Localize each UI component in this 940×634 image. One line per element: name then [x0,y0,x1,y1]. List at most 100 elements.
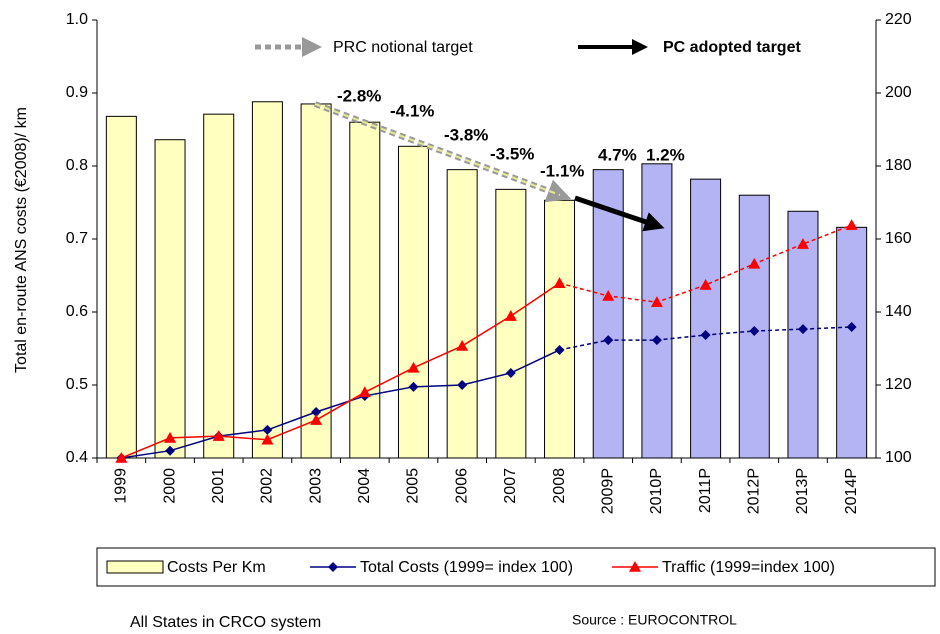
legend-swatch [106,560,164,574]
x-tick-label: 2009P [599,468,616,514]
bar [690,178,722,459]
footer-right: Source : EUROCONTROL [572,612,737,628]
series-line [121,349,560,459]
bar [105,115,137,459]
y-tick-label: 0.6 [66,303,88,320]
x-tick-label: 2000 [161,468,178,504]
point [310,414,323,425]
point [165,445,176,456]
y2-tick-label: 220 [885,11,912,28]
point [651,335,662,346]
bar [446,169,478,459]
point [504,310,517,321]
point [845,219,858,230]
annotation: 1.2% [646,145,685,164]
y2-tick-label: 180 [885,157,912,174]
bar [641,163,673,459]
point [358,386,371,398]
point [115,452,128,463]
point [748,257,761,269]
point [408,381,419,392]
point [261,433,274,445]
point [262,424,273,435]
x-tick-label: 1999 [113,468,130,504]
x-tick-label: 2013P [794,468,811,514]
y2-tick-label: 100 [885,449,912,466]
x-tick-label: 2011P [697,468,714,513]
point [554,344,565,355]
x-tick-label: 2002 [259,468,276,504]
point [311,407,322,418]
annotation: 4.7% [598,145,637,164]
target-arrows [255,37,665,232]
bar [592,169,624,459]
y-tick-label: 0.8 [66,157,88,174]
annotation: -1.1% [540,161,584,180]
bar [349,121,381,459]
x-tick-label: 2007 [502,468,519,504]
series-line [121,282,560,459]
y-tick-label: 0.7 [66,230,88,247]
x-tick-label: 2012P [746,468,763,514]
legend: Costs Per Km Total Costs (1999= index 100… [106,559,835,576]
point [797,324,808,335]
annotation: -2.8% [337,86,381,105]
annotation: -4.1% [390,101,434,120]
annotation: -3.8% [444,125,488,144]
bar [300,103,332,459]
x-tick-label: 2014P [843,468,860,514]
point [700,329,711,340]
point [457,380,468,390]
point [456,339,469,351]
bar [251,101,283,459]
legend-label: Costs Per Km [167,559,266,576]
legend-label: Total Costs (1999= index 100) [360,559,573,576]
target-label: PRC notional target [333,39,473,56]
point [699,278,712,290]
point [749,325,760,336]
prc-arrow-inner [314,103,561,196]
x-tick-label: 2004 [356,468,373,504]
legend-label: Traffic (1999=index 100) [662,559,835,576]
x-tick-label: 2001 [210,468,227,504]
point [212,430,225,441]
legend-marker [328,562,338,572]
y2-tick-label: 120 [885,376,912,393]
bar [544,199,576,459]
x-tick-label: 2003 [307,468,324,504]
footer-left: All States in CRCO system [130,614,321,631]
point [796,238,809,249]
point [164,431,177,443]
plot: 0.40.50.60.70.80.91.01001201401601802002… [66,11,912,514]
point [505,367,516,378]
bar [787,210,819,459]
point [846,321,857,332]
bar [836,226,868,459]
pc-arrow [574,195,665,232]
point [650,296,663,307]
legend-marker [629,561,641,572]
bar [203,113,235,459]
x-tick-label: 2008 [551,468,568,504]
y-tick-label: 0.9 [66,84,88,101]
y2-tick-label: 140 [885,303,912,320]
bar [495,188,527,459]
y-tick-label: 1.0 [66,11,88,28]
bar [154,139,186,459]
bar [397,145,429,459]
y2-tick-label: 200 [885,84,912,101]
point [602,289,615,301]
y-axis-label: Total en-route ANS costs (€2008)/ km [13,107,30,373]
point [407,361,420,373]
y-tick-label: 0.5 [66,376,88,393]
annotation: -3.5% [490,144,534,163]
y-tick-label: 0.4 [66,449,88,466]
y2-tick-label: 160 [885,230,912,247]
target-label: PC adopted target [663,39,801,56]
x-tick-label: 2005 [405,468,422,504]
x-tick-label: 2006 [453,468,470,504]
x-tick-label: 2010P [648,468,665,514]
point [553,277,566,288]
legend-box [96,547,936,587]
